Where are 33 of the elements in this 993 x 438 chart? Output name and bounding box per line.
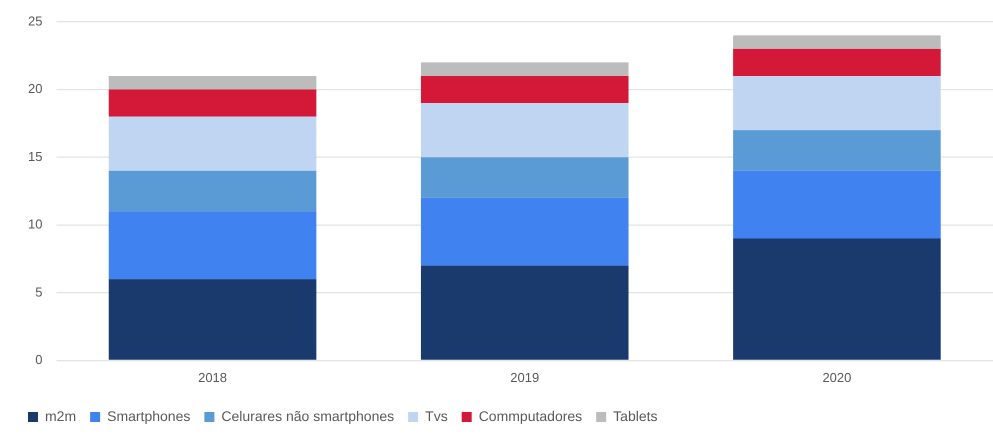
bar [108,76,316,90]
bar [420,76,629,104]
x-tick-label: 2020 [822,370,852,385]
y-tick-label: 5 [35,284,42,300]
bar [733,76,941,130]
legend-label: Smartphones [107,408,190,424]
legend-label: Tablets [613,408,658,424]
y-tick-label: 0 [35,352,42,367]
bar [733,130,941,171]
bar [420,198,629,266]
legend-label: Tvs [425,408,448,424]
bar [420,266,629,360]
legend-label: Commputadores [478,408,582,424]
bar [108,279,316,360]
bar [108,90,316,117]
y-tick-label: 10 [28,216,42,232]
x-tick-label: 2018 [198,370,228,385]
bar [733,48,941,76]
bar [420,103,629,158]
bar [108,116,316,171]
bar [733,35,941,49]
y-tick-label: 25 [28,13,42,28]
y-tick-label: 20 [28,81,42,96]
bar [420,62,629,76]
bar [108,170,316,212]
legend-label: Celurares não smartphones [221,408,394,424]
bar [733,170,941,239]
bar [733,238,941,360]
bar [420,157,629,198]
y-tick-label: 15 [28,148,42,164]
x-tick-label: 2019 [510,370,540,385]
legend-label: m2m [45,408,76,424]
bar [108,211,316,280]
